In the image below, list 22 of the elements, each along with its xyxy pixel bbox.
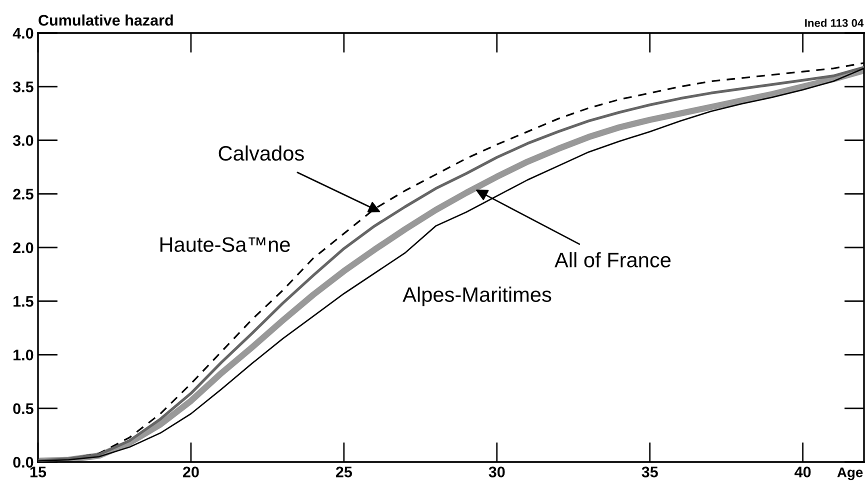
- x-tick-label: 40: [794, 466, 811, 478]
- annotation: Calvados: [218, 145, 304, 161]
- x-tick-label: 25: [336, 466, 352, 478]
- text: Ined 113 04: [805, 18, 864, 27]
- y-axis-title: Cumulative hazard: [38, 14, 173, 26]
- x-tick-label: 35: [642, 466, 658, 478]
- y-tick-label: 1.0: [14, 350, 34, 360]
- y-tick-label: 1.5: [14, 296, 34, 307]
- annotation: All of France: [554, 252, 671, 268]
- y-tick-label: 0.5: [13, 403, 34, 414]
- y-tick-label: 4.0: [12, 28, 34, 39]
- y-tick-label: 3.0: [12, 135, 34, 146]
- x-tick-label: 20: [182, 466, 199, 478]
- y-tick-label: 3.5: [12, 81, 34, 92]
- y-tick-label: 2.0: [13, 242, 34, 254]
- annotation: Alpes-Maritimes: [402, 286, 552, 306]
- y-tick-label: 0.0: [13, 456, 34, 468]
- annotation: Haute-Sa™ne: [160, 237, 290, 252]
- x-tick-label: 30: [488, 466, 505, 478]
- x-axis-title: Age: [837, 468, 863, 480]
- y-tick-label: 2.5: [13, 188, 34, 200]
- x-tick-label: 15: [30, 466, 46, 478]
